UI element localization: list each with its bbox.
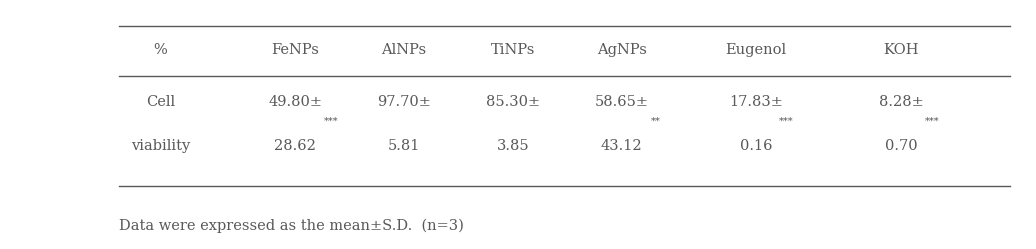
Text: 8.28±: 8.28± [879,95,924,109]
Text: AgNPs: AgNPs [597,43,646,57]
Text: 43.12: 43.12 [601,139,642,153]
Text: 17.83±: 17.83± [729,95,783,109]
Text: 28.62: 28.62 [275,139,316,153]
Text: 3.85: 3.85 [496,139,529,153]
Text: **: ** [651,116,660,125]
Text: Eugenol: Eugenol [725,43,787,57]
Text: 49.80±: 49.80± [268,95,322,109]
Text: FeNPs: FeNPs [271,43,319,57]
Text: ***: *** [324,116,339,125]
Text: 85.30±: 85.30± [486,95,540,109]
Text: TiNPs: TiNPs [491,43,535,57]
Text: 5.81: 5.81 [387,139,421,153]
Text: 97.70±: 97.70± [377,95,431,109]
Text: viability: viability [131,139,191,153]
Text: 0.70: 0.70 [885,139,918,153]
Text: ***: *** [779,116,794,125]
Text: 0.16: 0.16 [740,139,773,153]
Text: %: % [153,43,168,57]
Text: 58.65±: 58.65± [595,95,649,109]
Text: AlNPs: AlNPs [381,43,427,57]
Text: KOH: KOH [884,43,919,57]
Text: ***: *** [924,116,939,125]
Text: Data were expressed as the mean±S.D.  (n=3): Data were expressed as the mean±S.D. (n=… [119,218,464,233]
Text: Cell: Cell [146,95,175,109]
